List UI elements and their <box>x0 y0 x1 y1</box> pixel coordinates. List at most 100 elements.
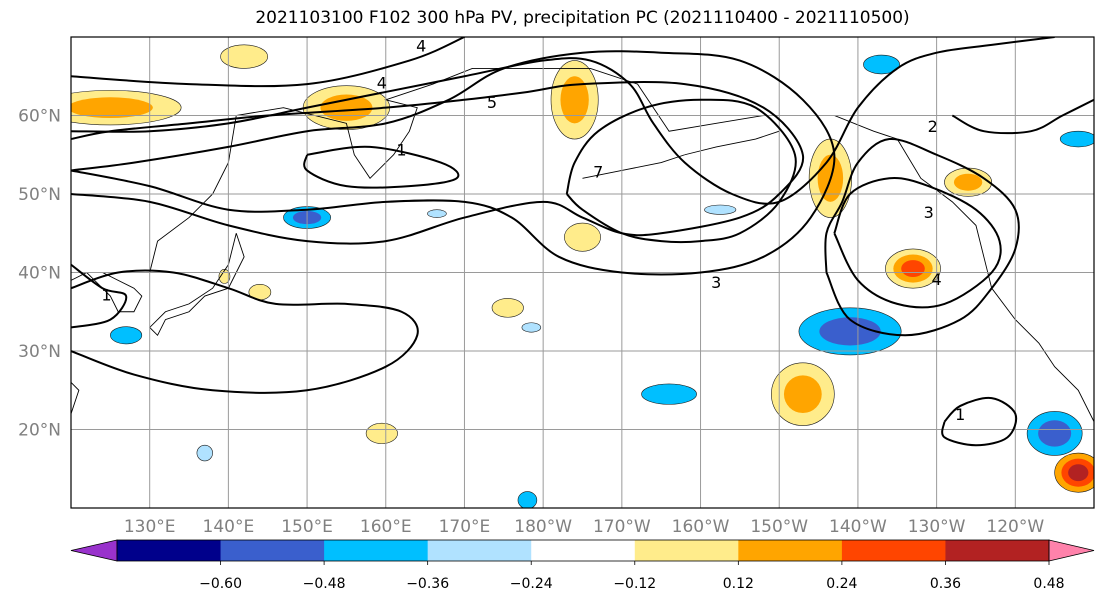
longitude-tick-label: 140°W <box>829 517 887 537</box>
pv-contour-label: 7 <box>593 162 603 181</box>
positive-precip-blob <box>220 44 269 69</box>
pv-contour-label: 2 <box>928 117 938 136</box>
pv-contour <box>565 98 797 244</box>
negative-precip-blob <box>1059 130 1094 148</box>
positive-precip-level <box>365 422 398 444</box>
negative-precip-level <box>110 326 143 345</box>
longitude-tick-label: 160°E <box>360 517 412 537</box>
coastline <box>71 381 80 414</box>
pv-contour <box>71 269 419 394</box>
pv-contour <box>71 81 805 245</box>
coastline <box>149 67 1094 422</box>
pv-contour-label: 4 <box>377 74 387 93</box>
negative-precip-blob <box>641 383 697 405</box>
longitude-tick-label: 170°W <box>593 517 651 537</box>
longitude-tick-label: 130°E <box>124 517 176 537</box>
colorbar-tick-label: −0.36 <box>406 576 449 592</box>
colorbar-swatch <box>117 540 222 561</box>
negative-precip-level <box>521 322 542 333</box>
positive-precip-level <box>783 375 822 414</box>
positive-precip-level <box>1068 464 1089 482</box>
positive-precip-level <box>491 298 524 318</box>
negative-precip-level <box>863 54 900 75</box>
pv-contour <box>71 37 465 88</box>
colorbar: −0.60 −0.48 −0.36 −0.24 −0.12 0.12 0.24 0.36 0.4… <box>70 539 1095 592</box>
precip-shading-layer <box>71 44 1094 508</box>
colorbar-tick-label: −0.12 <box>613 576 656 592</box>
longitude-tick-label: 120°W <box>986 517 1044 537</box>
negative-precip-level <box>517 491 538 508</box>
positive-precip-level <box>320 94 373 121</box>
positive-precip-blob <box>1054 452 1094 493</box>
colorbar-swatch <box>324 540 429 561</box>
pv-contour <box>71 37 1055 205</box>
colorbar-tick-label: 0.12 <box>723 576 754 592</box>
pv-contour-label-layer: 4 4 5 1 7 2 3 3 4 1 1 <box>101 37 965 424</box>
longitude-tick-label: 170°E <box>439 517 491 537</box>
negative-precip-blob <box>196 444 213 462</box>
negative-precip-blob <box>1026 411 1083 456</box>
pv-contour <box>303 145 460 189</box>
positive-precip-level <box>220 44 269 69</box>
positive-precip-level <box>71 97 153 119</box>
map-frame <box>70 36 1095 509</box>
pv-contour-label: 4 <box>932 270 942 289</box>
positive-precip-blob <box>71 90 182 126</box>
negative-precip-level <box>819 317 881 346</box>
pv-contour-label: 1 <box>955 405 965 424</box>
positive-precip-level <box>564 222 601 252</box>
colorbar-tick-label: −0.48 <box>303 576 346 592</box>
graticule-layer <box>71 37 1094 508</box>
negative-precip-level <box>196 444 213 462</box>
colorbar-min-extend <box>70 539 118 562</box>
negative-precip-blob <box>521 322 542 333</box>
latitude-tick-label: 30°N <box>18 342 61 362</box>
pv-contour-label: 4 <box>416 37 426 56</box>
pv-contour <box>824 138 1020 337</box>
negative-precip-level <box>427 209 447 218</box>
longitude-tick-label: 150°E <box>281 517 333 537</box>
positive-precip-blob <box>491 298 524 318</box>
longitude-tick-label: 130°W <box>908 517 966 537</box>
negative-precip-level <box>1038 420 1072 447</box>
negative-precip-level <box>1059 130 1094 148</box>
pv-contour-label: 3 <box>711 273 721 292</box>
pv-contour-label: 1 <box>396 140 406 159</box>
colorbar-tick-label: −0.24 <box>510 576 553 592</box>
coastline <box>582 154 685 179</box>
negative-precip-blob <box>517 491 538 508</box>
pv-contour-layer <box>71 37 1094 447</box>
longitude-tick-label: 150°W <box>750 517 808 537</box>
colorbar-swatch <box>945 540 1050 561</box>
negative-precip-blob <box>110 326 143 345</box>
positive-precip-blob <box>564 222 601 252</box>
latitude-tick-label: 20°N <box>18 421 61 441</box>
colorbar-swatch <box>634 540 739 561</box>
longitude-tick-label: 160°W <box>672 517 730 537</box>
longitude-tick-label: 180°W <box>514 517 572 537</box>
colorbar-swatch <box>427 540 532 561</box>
positive-precip-blob <box>944 167 993 197</box>
positive-precip-level <box>901 260 925 277</box>
colorbar-swatch <box>841 540 946 561</box>
latitude-tick-label: 40°N <box>18 264 61 284</box>
colorbar-max-extend <box>1048 539 1095 562</box>
pv-contour <box>833 177 1002 309</box>
coastline <box>71 271 143 313</box>
pv-contour-label: 1 <box>101 286 111 305</box>
negative-precip-blob <box>863 54 900 75</box>
colorbar-swatch <box>738 540 843 561</box>
coastline <box>149 233 245 337</box>
pv-contour <box>71 50 836 276</box>
colorbar-tick-label: −0.60 <box>199 576 242 592</box>
colorbar-tick-label: 0.48 <box>1033 576 1064 592</box>
pv-contour <box>951 98 1094 135</box>
colorbar-swatch <box>220 540 325 561</box>
map-title: 2021103100 F102 300 hPa PV, precipitatio… <box>255 8 910 28</box>
latitude-tick-label: 50°N <box>18 185 61 205</box>
colorbar-swatch <box>531 540 636 561</box>
longitude-tick-label: 140°E <box>203 517 255 537</box>
pv-contour-label: 5 <box>487 93 497 112</box>
colorbar-outline <box>116 539 1050 562</box>
